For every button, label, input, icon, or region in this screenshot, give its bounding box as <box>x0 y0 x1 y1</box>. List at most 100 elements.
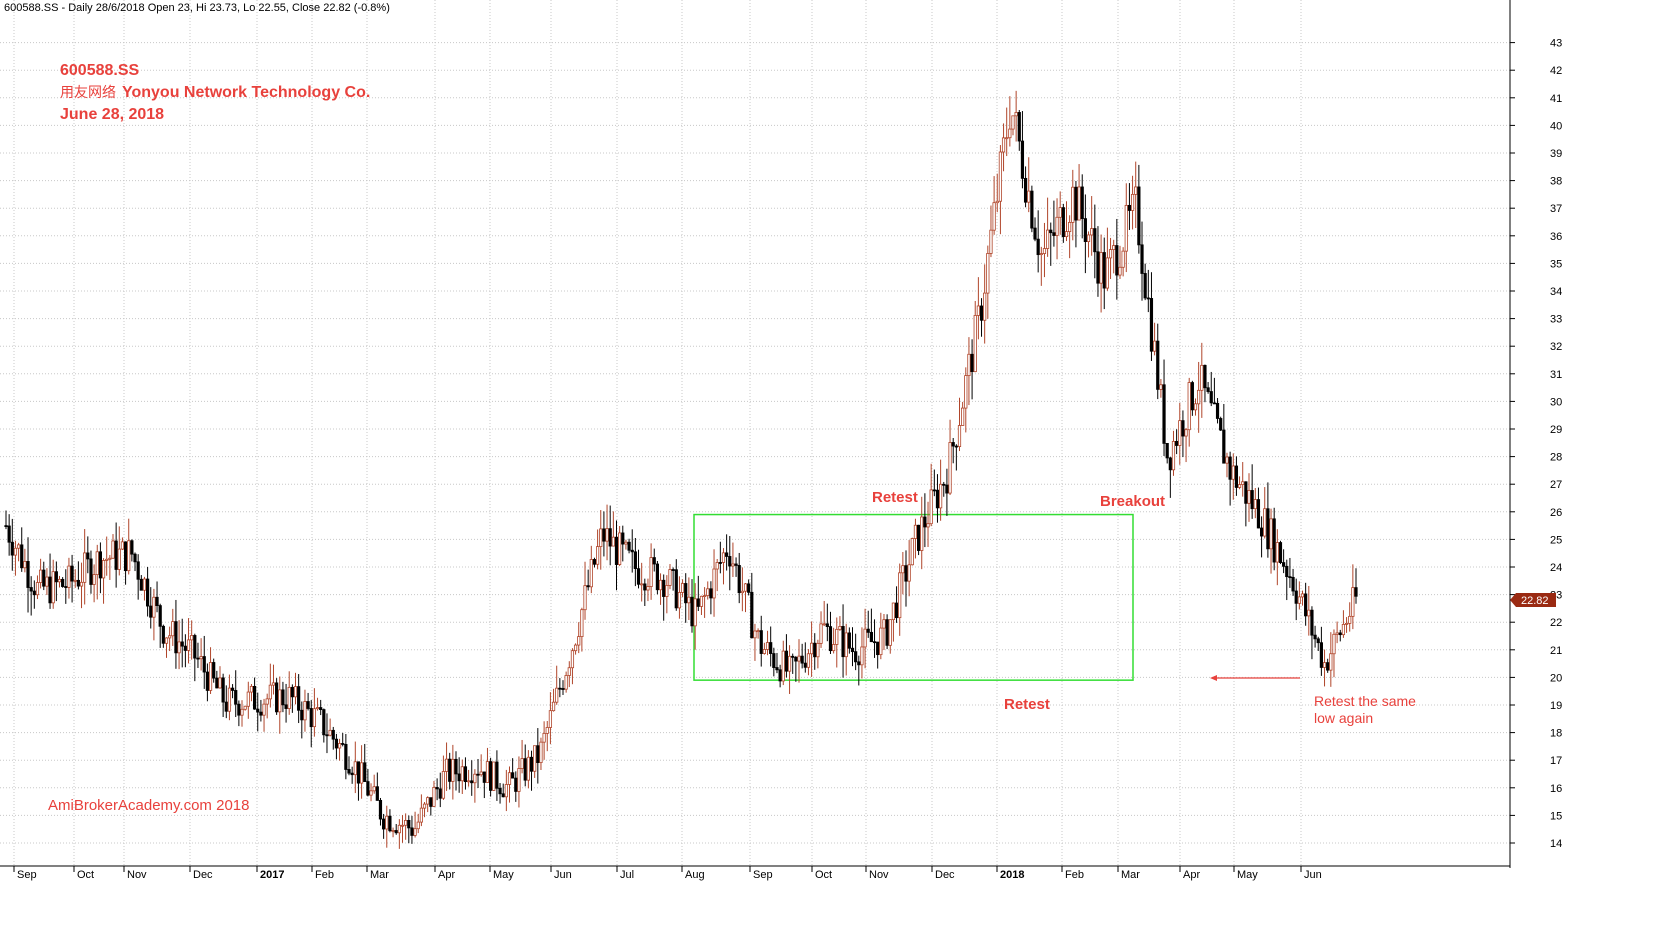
candle-body <box>828 626 833 652</box>
candle-body <box>378 800 383 820</box>
candle-body <box>621 532 625 545</box>
candle-body <box>769 642 773 654</box>
candle-body <box>567 667 571 676</box>
candle-body <box>1241 481 1245 485</box>
candle-body <box>1354 587 1358 597</box>
candle-body <box>816 642 820 658</box>
candle-body <box>208 662 213 691</box>
candle-body <box>1036 238 1040 256</box>
candle-body <box>514 777 518 792</box>
candle-body <box>199 656 203 660</box>
candle-body <box>740 590 744 594</box>
candle-body <box>1086 234 1091 243</box>
candle-body <box>545 727 549 734</box>
candle-body <box>1329 653 1333 671</box>
candle-body <box>57 578 62 583</box>
candle-body <box>350 772 354 776</box>
candle-body <box>1175 441 1179 446</box>
candle-body <box>847 632 851 649</box>
candle-body <box>73 579 77 582</box>
candle-body <box>42 569 46 587</box>
candle-body <box>1184 429 1188 437</box>
candle-body <box>441 771 446 799</box>
last-price-tag-bg <box>1510 593 1556 607</box>
candle-body <box>750 591 754 639</box>
candle-body <box>1124 204 1128 252</box>
candle-body <box>281 689 285 706</box>
candle-body <box>83 552 87 583</box>
candle-body <box>772 653 776 668</box>
candle-body <box>989 229 993 254</box>
candle-body <box>404 820 408 826</box>
candle-body <box>655 563 659 591</box>
candle-body <box>13 547 18 556</box>
candle-body <box>98 551 103 579</box>
candle-body <box>4 525 8 527</box>
candle-body <box>602 528 606 542</box>
candle-body <box>108 557 112 560</box>
candle-body <box>586 585 590 588</box>
candle-body <box>1181 420 1185 437</box>
candle-body <box>410 827 414 836</box>
candle-body <box>737 565 741 594</box>
candle-body <box>627 541 631 551</box>
candle-body <box>388 815 392 832</box>
candle-body <box>891 602 896 621</box>
candle-body <box>315 707 320 710</box>
candle-body <box>89 558 93 585</box>
candle-body <box>249 685 254 693</box>
candle-body <box>703 595 707 598</box>
candle-body <box>177 641 181 654</box>
candle-body <box>806 653 811 668</box>
y-axis-ticks: 1415161718192021222324252627282930313233… <box>1510 38 1562 850</box>
candle-body <box>573 644 578 652</box>
candle-body <box>684 583 688 604</box>
candle-body <box>551 701 556 712</box>
candle-body <box>677 592 682 609</box>
candle-body <box>1156 340 1160 390</box>
y-tick-label: 33 <box>1550 314 1562 326</box>
candle-body <box>1319 642 1323 668</box>
candle-body <box>1190 382 1194 411</box>
candle-body <box>196 657 200 660</box>
y-tick-label: 14 <box>1550 838 1562 850</box>
candle-body <box>495 761 499 789</box>
candle-body <box>1083 218 1087 243</box>
retest-note-line2: low again <box>1314 710 1373 726</box>
candle-body <box>1244 481 1248 504</box>
retest-arrow <box>1210 675 1300 681</box>
candle-body <box>898 572 902 619</box>
candle-body <box>517 768 521 792</box>
x-tick-label: Jun <box>1304 869 1322 881</box>
candle-body <box>133 553 137 563</box>
candle-body <box>910 538 914 566</box>
candle-body <box>1115 245 1119 276</box>
candle-body <box>640 583 644 586</box>
candle-body <box>533 745 537 772</box>
x-tick-label: Apr <box>438 869 455 881</box>
candle-body <box>954 445 958 448</box>
candle-body <box>309 708 313 728</box>
candle-body <box>614 536 619 565</box>
candle-body <box>268 684 272 700</box>
candle-body <box>325 734 329 737</box>
candle-body <box>1187 382 1191 431</box>
candle-body <box>16 544 21 549</box>
candle-body <box>498 787 502 795</box>
candle-body <box>155 596 159 607</box>
candle-body <box>1042 248 1047 254</box>
candle-body <box>734 563 738 566</box>
candle-body <box>529 756 534 772</box>
x-tick-label: 2017 <box>260 869 284 881</box>
candle-body <box>479 771 483 776</box>
candle-body <box>1313 634 1317 640</box>
candle-body <box>743 583 748 592</box>
y-tick-label: 20 <box>1550 672 1562 684</box>
candle-body <box>718 562 722 564</box>
candle-body <box>39 569 43 583</box>
candle-body <box>1344 622 1349 625</box>
candle-body <box>482 771 486 783</box>
y-tick-label: 21 <box>1550 645 1562 657</box>
candle-body <box>240 708 244 716</box>
candle-body <box>998 151 1003 202</box>
